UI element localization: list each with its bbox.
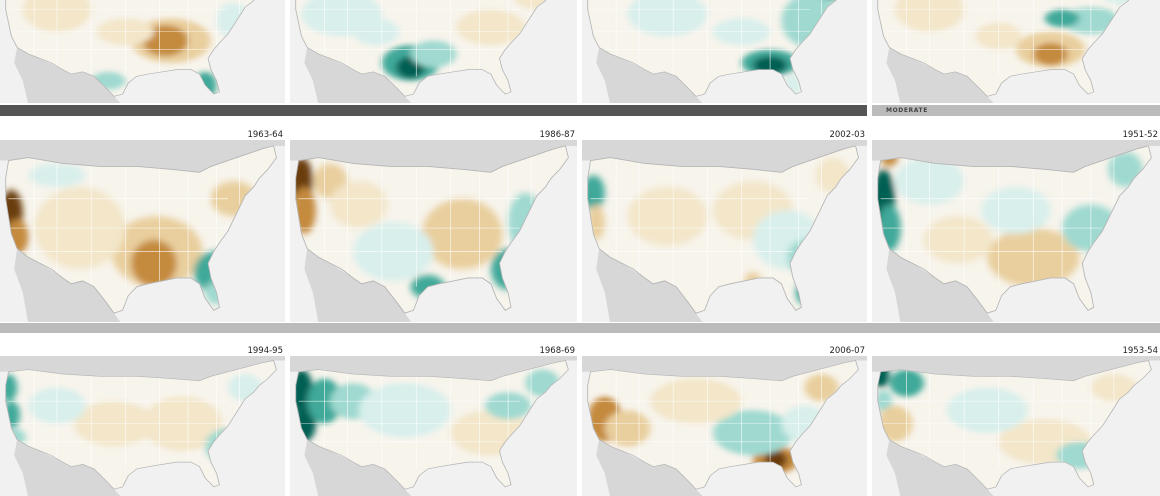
anomaly-layer	[877, 148, 1143, 287]
us-precipitation-map	[0, 356, 285, 496]
canada-land	[290, 140, 577, 173]
us-precipitation-map	[872, 356, 1160, 496]
us-outline	[5, 0, 255, 97]
map-panel	[0, 140, 285, 322]
map-panel	[0, 356, 285, 496]
canada-land	[582, 140, 867, 173]
anomaly-region	[358, 383, 451, 438]
us-outline	[877, 145, 1152, 314]
anomaly-region	[713, 410, 793, 456]
canada-land	[290, 356, 577, 381]
map-panel	[290, 0, 577, 103]
us-outline	[587, 0, 837, 97]
canada-land	[0, 140, 285, 173]
category-band	[0, 105, 867, 116]
us-precipitation-map	[0, 0, 285, 103]
us-precipitation-map	[290, 140, 577, 322]
map-panel	[872, 140, 1160, 322]
anomaly-region	[422, 198, 503, 270]
map-panel	[582, 140, 867, 322]
map-panel	[582, 0, 867, 103]
season-year-label: 1986-87	[539, 130, 575, 140]
mexico-land	[596, 47, 703, 103]
anomaly-region	[981, 186, 1051, 234]
anomaly-region	[587, 175, 605, 211]
anomaly-region	[142, 25, 189, 57]
season-year-label: 2002-03	[829, 130, 865, 140]
anomaly-region	[410, 40, 457, 68]
us-precipitation-map	[872, 140, 1160, 322]
us-outline	[295, 0, 547, 97]
anomaly-region	[627, 186, 708, 246]
us-precipitation-map	[872, 0, 1160, 103]
map-panel	[872, 356, 1160, 496]
category-band	[872, 105, 1160, 116]
anomaly-region	[5, 374, 18, 402]
canada-land	[872, 356, 1160, 381]
mexico-land	[304, 248, 412, 322]
canada-land	[872, 140, 1160, 173]
season-year-label: 1963-64	[247, 130, 283, 140]
map-panel	[290, 356, 577, 496]
us-precipitation-map	[582, 356, 867, 496]
mexico-land	[596, 248, 703, 322]
anomaly-region	[923, 216, 993, 264]
anomaly-region	[330, 181, 388, 229]
season-year-label: 1953-54	[1122, 346, 1158, 356]
anomaly-region	[1033, 42, 1068, 66]
map-panel	[582, 356, 867, 496]
mexico-land	[14, 47, 121, 103]
anomaly-region	[627, 0, 708, 37]
us-outline	[587, 145, 859, 314]
anomaly-layer	[587, 367, 839, 474]
mexico-land	[14, 248, 121, 322]
mexico-land	[304, 47, 412, 103]
us-outline	[877, 0, 1130, 97]
us-precipitation-map	[582, 140, 867, 322]
us-precipitation-map	[290, 0, 577, 103]
anomaly-layer	[298, 0, 560, 81]
category-band-label: MODERATE	[886, 107, 928, 114]
canada-land	[0, 356, 285, 381]
anomaly-region	[604, 410, 651, 447]
anomaly-layer	[880, 0, 1137, 77]
map-panel	[872, 0, 1160, 103]
map-panel	[0, 0, 285, 103]
category-band	[0, 323, 1160, 333]
anomaly-region	[295, 369, 313, 415]
us-outline	[5, 145, 277, 314]
map-panel	[290, 140, 577, 322]
us-precipitation-map	[582, 0, 867, 103]
season-year-label: 1994-95	[247, 346, 283, 356]
mexico-land	[886, 47, 994, 103]
us-precipitation-map	[0, 140, 285, 322]
season-year-label: 1968-69	[539, 346, 575, 356]
season-year-label: 2006-07	[829, 346, 865, 356]
us-precipitation-map	[290, 356, 577, 496]
us-outline	[295, 145, 569, 314]
canada-land	[582, 356, 867, 381]
season-year-label: 1951-52	[1122, 130, 1158, 140]
mexico-land	[886, 248, 994, 322]
anomaly-region	[946, 387, 1028, 433]
